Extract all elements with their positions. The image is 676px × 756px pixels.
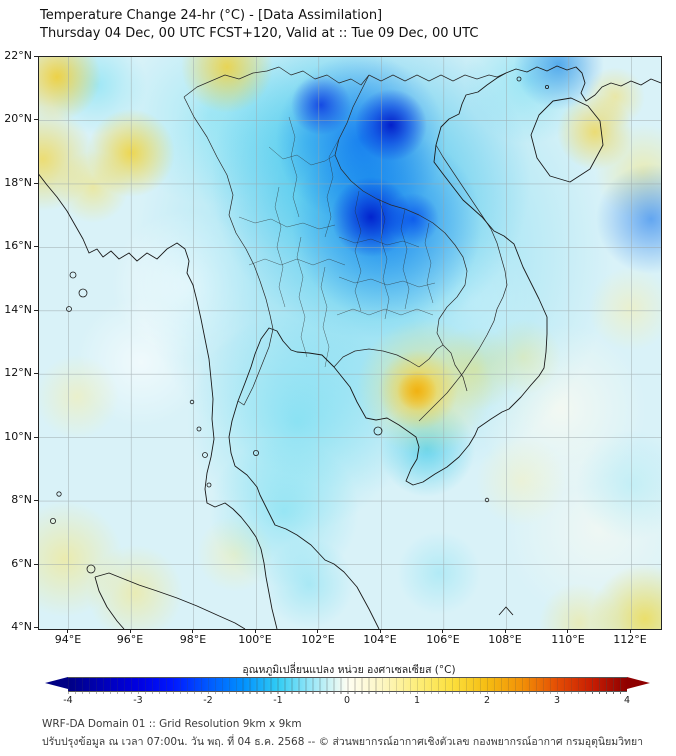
lat-tick [34,373,38,374]
lat-tick [34,183,38,184]
lat-tick-label: 14°N [4,303,32,316]
lon-tick-label: 110°E [551,633,585,646]
lon-tick [567,629,568,633]
lon-tick-label: 106°E [426,633,460,646]
lon-tick-label: 98°E [179,633,207,646]
lat-tick [34,246,38,247]
colorbar-tick-label: 4 [623,695,631,706]
lon-tick [380,629,381,633]
colorbar-tick-label: -1 [273,695,283,706]
colorbar-minor-ticks [68,691,627,694]
page-title: Temperature Change 24-hr (°C) - [Data As… [40,8,383,23]
colorbar-tick-label: 3 [553,695,561,706]
colorbar-title: อุณหภูมิเปลี่ยนแปลง หน่วย องศาเซลเซียส (… [242,664,456,676]
lat-tick [34,119,38,120]
lat-tick-label: 8°N [11,493,32,506]
colorbar-tick-label: -3 [133,695,143,706]
colorbar [68,677,627,692]
lon-tick [317,629,318,633]
map-overlay-svg [39,57,661,629]
lat-tick [34,310,38,311]
lat-tick [34,437,38,438]
lat-tick-label: 10°N [4,430,32,443]
footer-domain-info: WRF-DA Domain 01 :: Grid Resolution 9km … [42,718,302,730]
colorbar-arrow-right [627,677,650,689]
colorbar-tick-label: -4 [63,695,73,706]
coastline [39,65,661,629]
lon-tick-label: 94°E [54,633,82,646]
lat-tick-label: 22°N [4,49,32,62]
lon-tick-label: 108°E [488,633,522,646]
lat-tick-label: 16°N [4,239,32,252]
lat-tick-label: 4°N [11,620,32,633]
lon-tick [192,629,193,633]
lat-tick [34,500,38,501]
lon-tick [630,629,631,633]
lat-tick-label: 6°N [11,557,32,570]
lat-tick [34,56,38,57]
colorbar-tick-label: 0 [343,695,351,706]
lon-tick [130,629,131,633]
graticule-grid [39,57,661,629]
page-subtitle: Thursday 04 Dec, 00 UTC FCST+120, Valid … [40,26,479,41]
temperature-anomaly-field [39,57,661,629]
colorbar-tick-label: 1 [413,695,421,706]
lat-tick-label: 18°N [4,176,32,189]
lat-tick-label: 20°N [4,112,32,125]
lat-tick [34,564,38,565]
lat-tick-label: 12°N [4,366,32,379]
lon-tick-label: 96°E [116,633,144,646]
lon-tick [505,629,506,633]
lat-tick [34,627,38,628]
lon-tick-label: 102°E [301,633,335,646]
lon-tick [442,629,443,633]
lon-tick-label: 112°E [613,633,647,646]
colorbar-arrow-left [45,677,68,689]
lon-tick-label: 104°E [363,633,397,646]
lon-tick-label: 100°E [238,633,272,646]
map-plot-area [38,56,662,630]
colorbar-tick-label: -2 [203,695,213,706]
province-boundaries [238,116,436,368]
country-borders [183,66,508,422]
islands [49,76,549,574]
footer-credit: ปรับปรุงข้อมูล ณ เวลา 07:00น. วัน พฤ. ที… [42,736,644,748]
colorbar-tick-label: 2 [483,695,491,706]
lon-tick [255,629,256,633]
lon-tick [67,629,68,633]
